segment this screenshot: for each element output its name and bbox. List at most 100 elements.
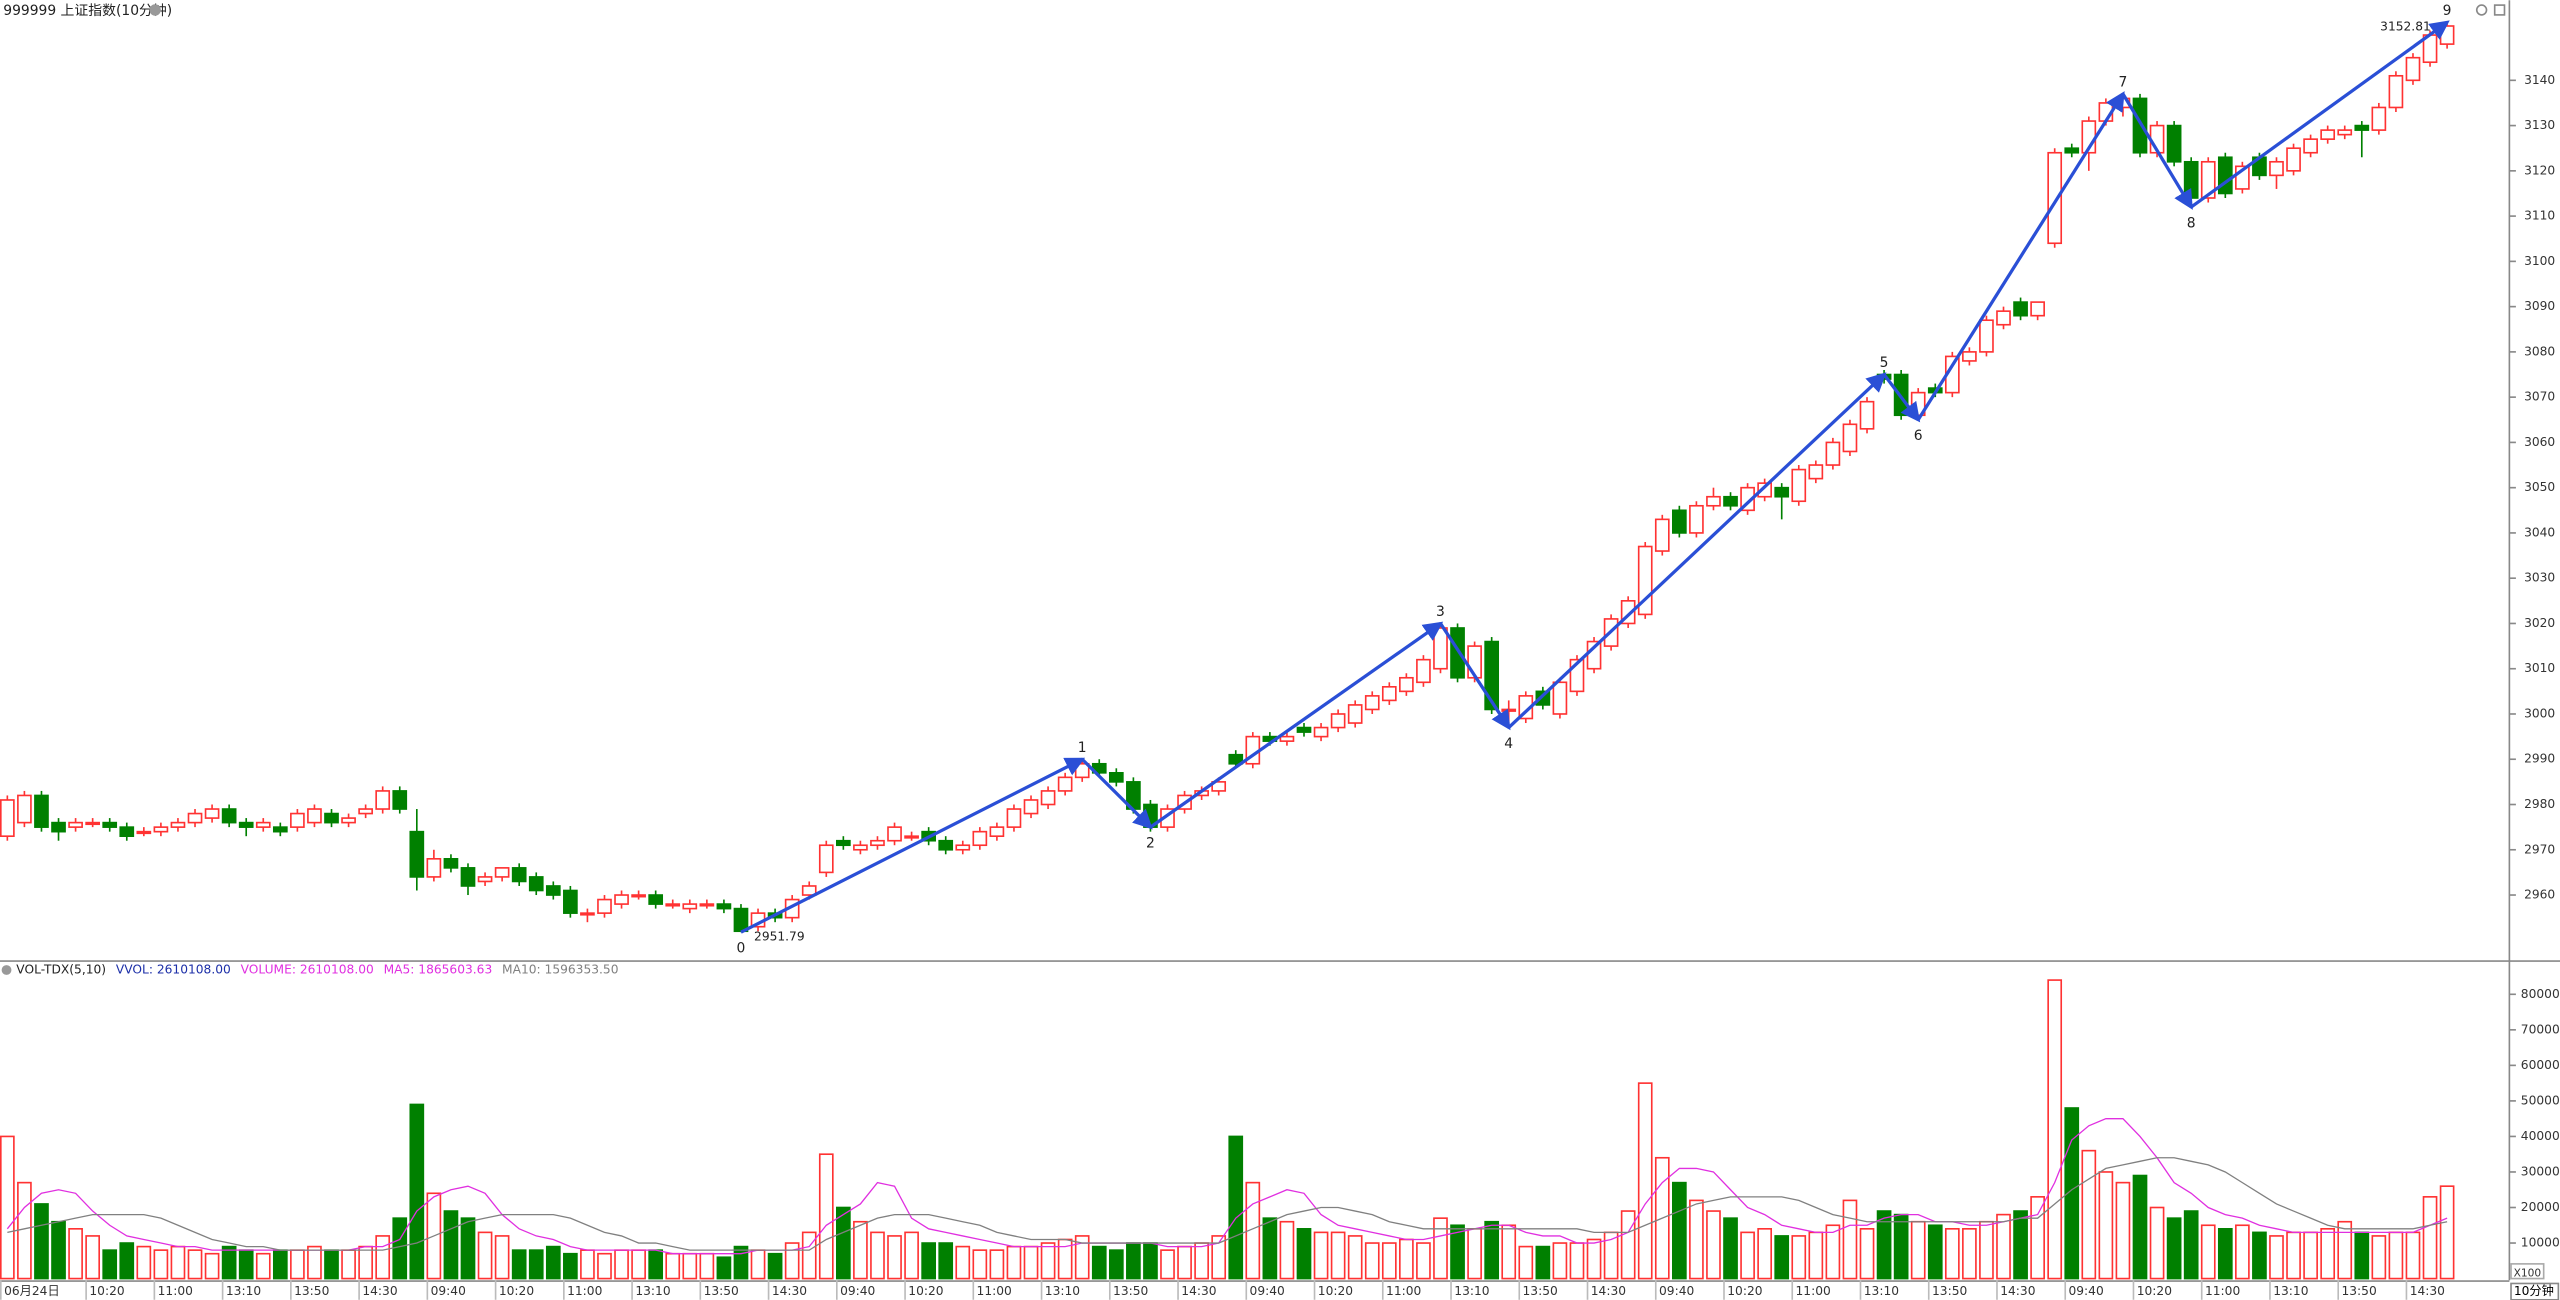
candle-body [1962, 351, 1977, 362]
candle-body [2200, 160, 2216, 199]
candle-body [1313, 726, 1329, 738]
volume-bar [2354, 1231, 2370, 1280]
candle-body [835, 839, 851, 847]
wave-label: 6 [1914, 428, 1923, 444]
x-tick-label: 06月24日 [4, 1284, 60, 1298]
legend-entry: MA10: 1596353.50 [502, 963, 618, 977]
x-tick-label: 13:10 [1454, 1284, 1489, 1298]
volume-bar [665, 1252, 681, 1280]
y-tick-label: 3000 [2524, 706, 2555, 720]
candle-body [1347, 704, 1363, 724]
candle-body [460, 867, 476, 887]
volume-bar [1757, 1228, 1772, 1280]
volume-bar [1586, 1238, 1602, 1280]
x-tick-label: 11:00 [977, 1284, 1012, 1298]
candle-body [1501, 708, 1517, 712]
volume-bar [2081, 1149, 2097, 1280]
volume-bar [580, 1249, 595, 1280]
volume-bar [1040, 1242, 1056, 1280]
candle-body [1825, 441, 1841, 466]
volume-bar [887, 1235, 902, 1280]
indicator-icon[interactable] [1, 965, 12, 975]
volume-bar [1381, 1242, 1397, 1280]
volume-bar [1177, 1245, 1192, 1280]
wave-label: 9 [2443, 3, 2452, 19]
wave-arrow [2190, 20, 2450, 209]
wave-arrow [1916, 91, 2125, 421]
settings-icon[interactable] [2475, 4, 2488, 16]
volume-bar [1160, 1249, 1175, 1280]
volume-bar [1859, 1228, 1875, 1280]
candle-body [290, 812, 305, 828]
volume-bar [1074, 1235, 1090, 1280]
volume-bar [699, 1252, 715, 1280]
title-icon[interactable] [149, 4, 161, 16]
candle-body [733, 907, 749, 933]
y-tick-label: 2960 [2524, 888, 2555, 902]
volume-bar [1552, 1242, 1568, 1280]
wave-label: 1 [1078, 740, 1087, 756]
candle-body [528, 876, 544, 892]
volume-bar [716, 1256, 732, 1280]
candle-body [580, 912, 595, 916]
volume-bar [2303, 1231, 2318, 1280]
volume-bar [1740, 1231, 1755, 1280]
volume-bar [1262, 1217, 1278, 1280]
volume-bar [1620, 1210, 1636, 1280]
volume-bar [187, 1249, 203, 1280]
candle-body [1996, 310, 2011, 326]
y-tick-label: 2990 [2524, 752, 2555, 766]
candle-body [1774, 486, 1790, 498]
candle-body [2303, 138, 2318, 154]
volume-bar [1450, 1224, 1465, 1280]
legend-entry: VOL-TDX(5,10) [16, 963, 106, 977]
volume-bar [835, 1206, 851, 1280]
candle-body [1433, 627, 1448, 670]
candle-body [1757, 482, 1772, 498]
candle-body [1023, 799, 1039, 815]
volume-bar [1364, 1242, 1380, 1280]
candle-body [2320, 129, 2336, 140]
volume-bar [648, 1249, 664, 1280]
volume-bar [1330, 1231, 1346, 1280]
volume-bar [597, 1252, 612, 1280]
wave-label: 2 [1146, 835, 1155, 851]
volume-bar [1774, 1235, 1790, 1280]
volume-bar [324, 1249, 339, 1280]
volume-bar [801, 1231, 817, 1280]
candle-body [2371, 106, 2387, 131]
x-tick-label: 14:30 [772, 1284, 807, 1298]
candle-body [272, 826, 288, 833]
candle-body [1859, 400, 1875, 430]
volume-bar [1296, 1228, 1312, 1280]
volume-bar [443, 1210, 459, 1280]
period-label[interactable]: 10分钟 [2514, 1283, 2554, 1298]
volume-bar [119, 1242, 135, 1280]
volume-bar [1091, 1245, 1107, 1280]
y-tick-label: 3060 [2524, 435, 2555, 449]
volume-bar [1433, 1217, 1448, 1280]
volume-bar [818, 1153, 834, 1280]
unit-box [2510, 1263, 2545, 1280]
volume-bar [2013, 1210, 2028, 1280]
volume-bar [904, 1231, 919, 1280]
layout-icon[interactable] [2493, 4, 2506, 16]
candle-body [699, 903, 715, 907]
y-tick-label: 50000 [2521, 1093, 2560, 1107]
volume-bar [477, 1231, 493, 1280]
candle-body [1228, 753, 1244, 765]
volume-bar [102, 1249, 118, 1280]
candle-body [2388, 74, 2404, 109]
x-tick-label: 10:20 [1727, 1284, 1762, 1298]
volume-bar [2252, 1231, 2267, 1280]
x-tick-label: 10:20 [908, 1284, 943, 1298]
candle-body [972, 830, 988, 847]
indicator-legend: VOL-TDX(5,10) VVOL: 2610108.00 VOLUME: 261… [16, 963, 618, 977]
volume-bar [358, 1245, 373, 1280]
candle-body [870, 839, 885, 847]
candle-body [1364, 695, 1380, 711]
candle-body [136, 830, 152, 835]
x-tick-label: 13:10 [226, 1284, 261, 1298]
y-tick-label: 3070 [2524, 390, 2555, 404]
